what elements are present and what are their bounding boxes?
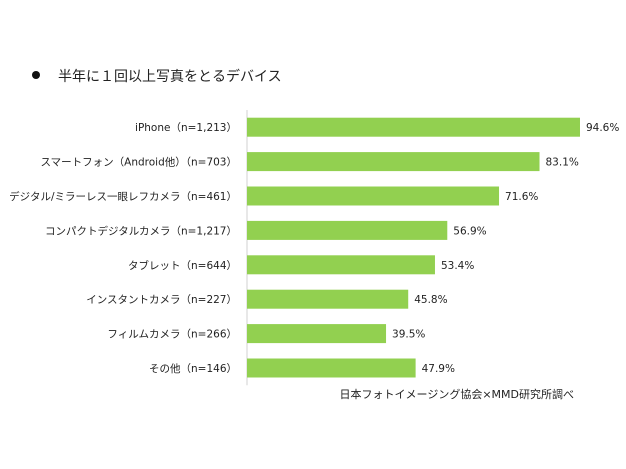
- category-label: コンパクトデジタルカメラ（n=1,217）: [45, 224, 237, 237]
- bar: [247, 152, 540, 172]
- bar: [247, 220, 448, 240]
- bar: [247, 117, 580, 137]
- category-label: フィルムカメラ（n=266）: [107, 329, 237, 341]
- data-label: 47.9%: [422, 363, 455, 375]
- bar: [247, 289, 409, 309]
- bar: [247, 358, 416, 378]
- category-label: iPhone（n=1,213）: [135, 122, 237, 134]
- data-label: 39.5%: [392, 329, 425, 341]
- category-label: スマートフォン（Android他）（n=703）: [40, 156, 237, 169]
- bar: [247, 255, 435, 275]
- bar: [247, 324, 387, 344]
- bullet-icon: [32, 71, 40, 79]
- data-label: 94.6%: [586, 122, 619, 134]
- chart-title: 半年に１回以上写真をとるデバイス: [32, 66, 282, 86]
- category-label: インスタントカメラ（n=227）: [86, 294, 237, 306]
- category-label: その他（n=146）: [149, 362, 237, 375]
- data-label: 83.1%: [546, 157, 579, 169]
- category-label: デジタル/ミラーレス一眼レフカメラ（n=461）: [9, 190, 237, 203]
- data-label: 45.8%: [414, 294, 447, 306]
- chart-title-text: 半年に１回以上写真をとるデバイス: [58, 69, 282, 85]
- bar: [247, 186, 500, 206]
- source-note: 日本フォトイメージング協会×MMD研究所調べ: [339, 388, 574, 401]
- category-label: タブレット（n=644）: [128, 259, 237, 272]
- data-label: 56.9%: [453, 225, 486, 237]
- data-label: 53.4%: [441, 260, 474, 272]
- data-label: 71.6%: [505, 191, 538, 203]
